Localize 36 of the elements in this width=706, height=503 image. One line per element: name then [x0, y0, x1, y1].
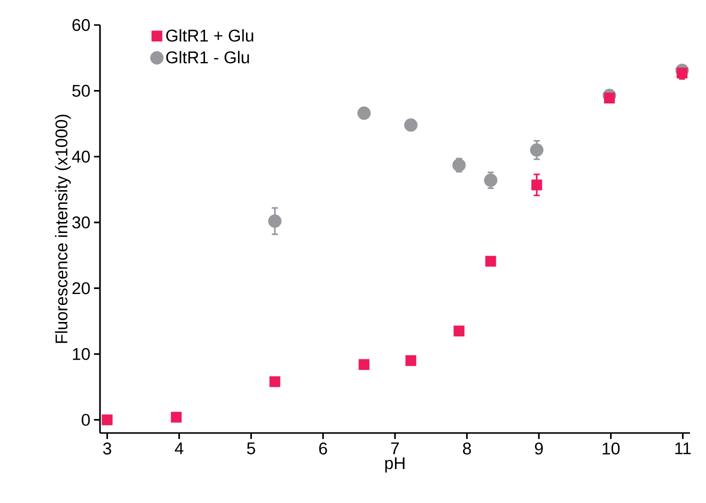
point — [604, 92, 615, 104]
x-tick-label: 5 — [247, 442, 256, 454]
point — [170, 412, 182, 423]
point — [531, 180, 542, 190]
x-tick-label: 8 — [462, 442, 471, 455]
point — [357, 106, 371, 120]
x-axis-title: pH — [385, 457, 404, 473]
x-tick-label: 11 — [675, 442, 691, 454]
point — [484, 174, 498, 188]
x-tick-label: 7 — [391, 442, 399, 454]
y-tick-label: 20 — [72, 282, 90, 294]
point — [454, 326, 464, 336]
x-tick-label: 9 — [534, 442, 543, 455]
x-tick-label: 6 — [319, 442, 328, 455]
point — [452, 158, 466, 172]
y-tick-label: 60 — [72, 19, 90, 32]
y-axis-title: Fluorescence intensity (x1000) — [55, 114, 71, 343]
legend-label: GltR1 - Glu — [166, 50, 249, 64]
y-tick-label: 30 — [72, 216, 90, 228]
x-tick-label: 3 — [103, 442, 112, 455]
y-tick-label: 0 — [82, 414, 90, 426]
point — [268, 214, 282, 228]
x-tick-label: 10 — [602, 442, 620, 455]
y-tick-label: 10 — [72, 348, 90, 360]
point — [405, 355, 416, 366]
legend-label: GltR1 + Glu — [166, 29, 254, 42]
y-tick-label: 50 — [72, 84, 90, 97]
point — [358, 359, 370, 370]
point — [676, 68, 688, 78]
point — [404, 118, 418, 132]
y-tick-label: 40 — [72, 150, 90, 163]
point — [530, 143, 544, 157]
point — [269, 376, 280, 388]
x-tick-label: 4 — [174, 442, 184, 454]
point — [485, 256, 496, 267]
point — [102, 414, 113, 426]
